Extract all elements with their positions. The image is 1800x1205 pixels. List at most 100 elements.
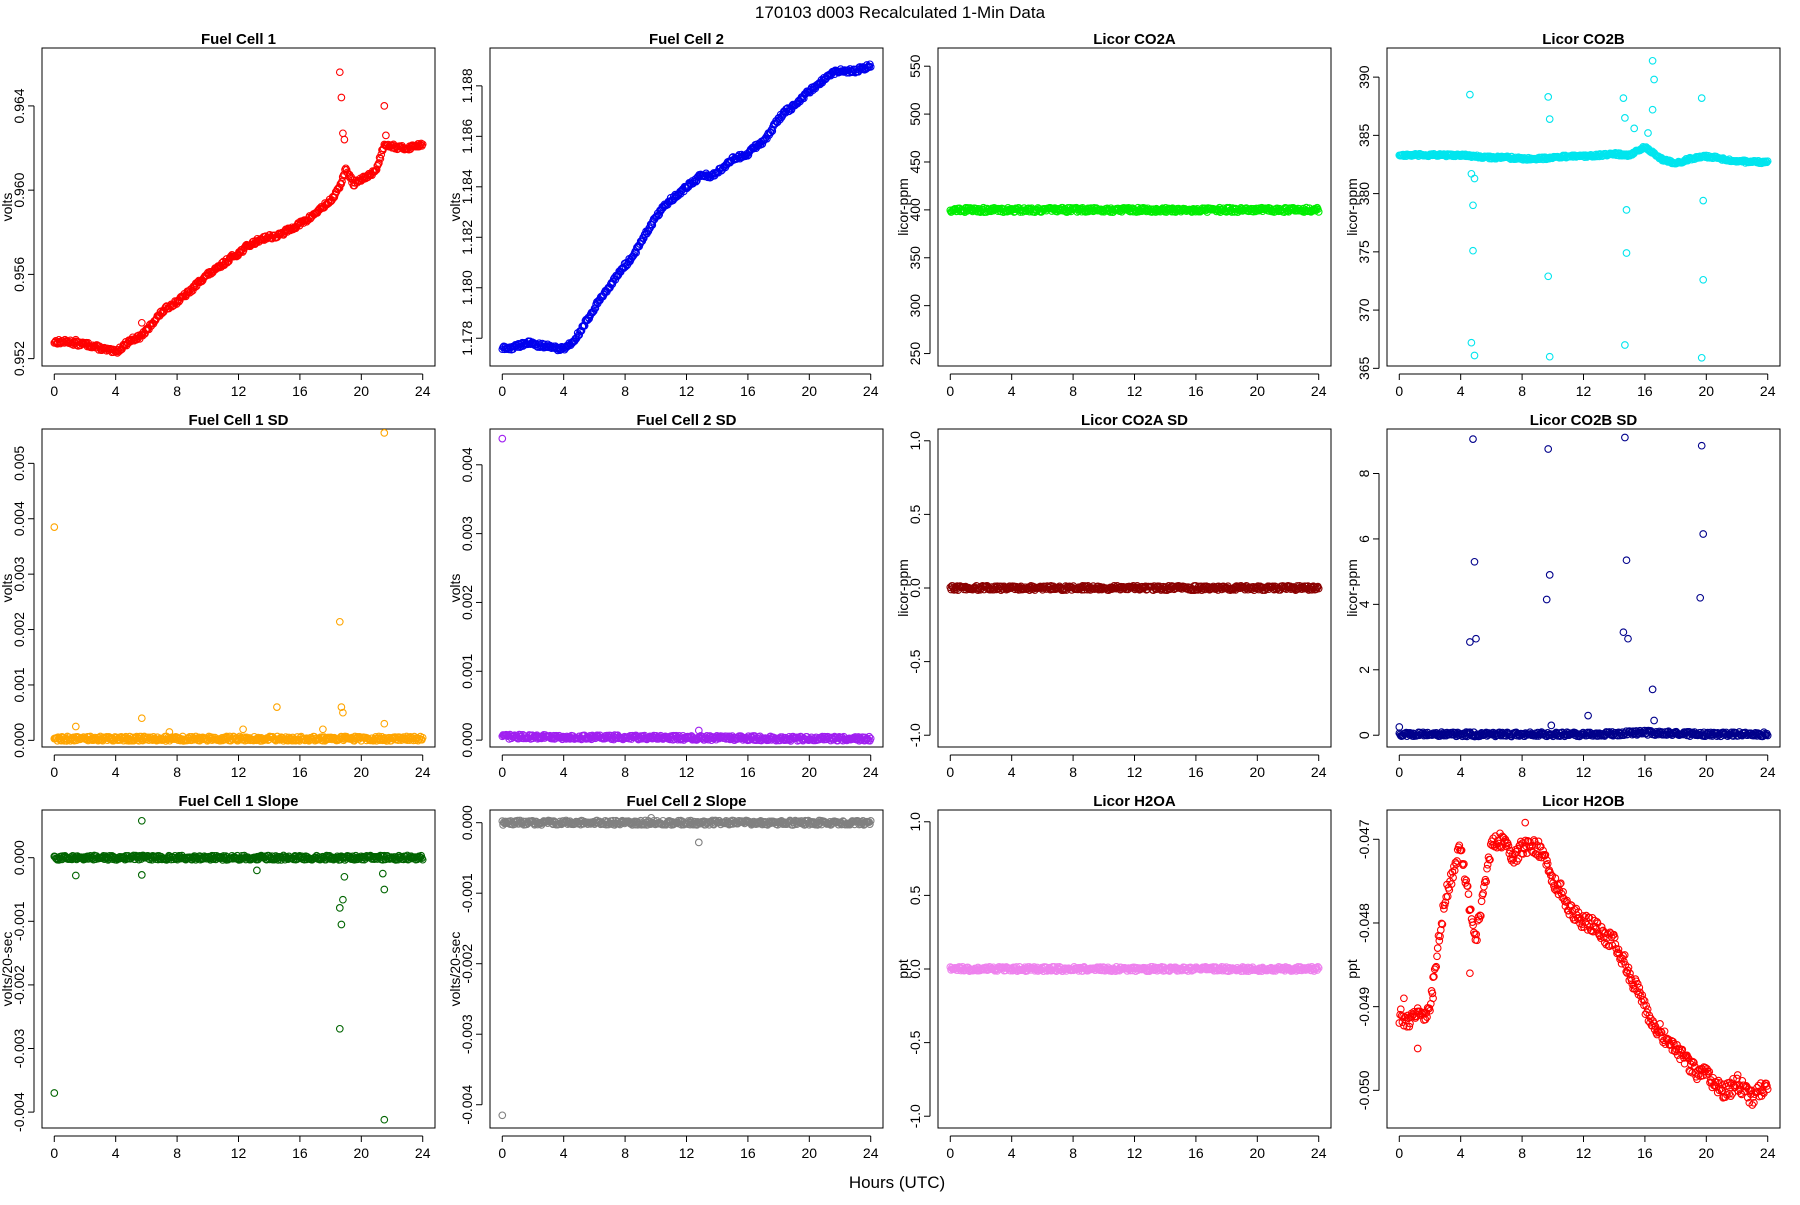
outlier-point (1471, 559, 1478, 566)
x-tick-label: 0 (50, 1145, 58, 1161)
x-tick-label: 4 (1457, 764, 1465, 780)
outlier-point (1623, 557, 1630, 564)
outlier-point (1546, 572, 1553, 579)
outlier-point (1698, 442, 1705, 449)
outlier-point (1473, 635, 1480, 642)
x-tick-label: 0 (50, 383, 58, 399)
data-points (499, 731, 874, 744)
outlier-point (341, 136, 348, 143)
outlier-point (1651, 717, 1658, 724)
y-tick-label: 0.952 (11, 341, 27, 376)
x-tick-label: 24 (863, 1145, 879, 1161)
outlier-point (1467, 639, 1474, 646)
y-tick-label: -1.0 (907, 723, 923, 747)
x-tick-label: 0 (1395, 383, 1403, 399)
panel-title: Fuel Cell 1 Slope (178, 793, 298, 810)
data-points (499, 817, 874, 828)
x-tick-label: 0 (946, 383, 954, 399)
x-tick-label: 24 (863, 383, 879, 399)
outlier-point (1470, 436, 1477, 443)
y-tick-label: 500 (907, 102, 923, 126)
outlier-point (1468, 171, 1475, 178)
outlier-point (340, 896, 347, 903)
x-tick-label: 0 (946, 764, 954, 780)
outlier-point (1467, 91, 1474, 98)
x-tick-label: 8 (1069, 383, 1077, 399)
x-tick-label: 0 (498, 764, 506, 780)
y-tick-label: 1.182 (459, 220, 475, 255)
y-tick-label: 450 (907, 150, 923, 174)
outlier-point (1470, 247, 1477, 254)
y-tick-label: 0.004 (11, 501, 27, 536)
x-tick-label: 4 (1008, 383, 1016, 399)
outlier-point (337, 619, 344, 626)
y-tick-label: 1.178 (459, 321, 475, 356)
y-tick-label: 0.003 (459, 516, 475, 551)
outlier-point (381, 103, 388, 110)
y-tick-label: -0.001 (459, 873, 475, 913)
outlier-point (1623, 207, 1630, 214)
y-tick-label: 1.186 (459, 119, 475, 154)
x-tick-label: 24 (863, 764, 879, 780)
outlier-point (499, 435, 506, 442)
x-tick-label: 12 (679, 1145, 695, 1161)
outlier-point (139, 715, 146, 722)
y-tick-label: 0 (1356, 731, 1372, 739)
plot-frame (42, 48, 435, 366)
x-tick-label: 16 (292, 383, 308, 399)
x-tick-label: 0 (50, 764, 58, 780)
outlier-point (1546, 353, 1553, 360)
y-axis-label: licor-ppm (1344, 559, 1360, 617)
y-axis-label: volts (0, 574, 15, 603)
y-tick-label: 385 (1356, 123, 1372, 147)
y-tick-label: 0.002 (11, 612, 27, 647)
y-tick-label: 0.956 (11, 257, 27, 292)
y-tick-label: 2 (1356, 666, 1372, 674)
x-tick-label: 8 (621, 383, 629, 399)
x-tick-label: 8 (173, 764, 181, 780)
x-tick-label: 0 (1395, 764, 1403, 780)
outlier-point (1631, 125, 1638, 132)
x-tick-label: 20 (354, 383, 370, 399)
outlier-point (1545, 446, 1552, 453)
x-tick-label: 8 (173, 383, 181, 399)
x-tick-label: 20 (1699, 764, 1715, 780)
x-tick-label: 4 (112, 383, 120, 399)
outlier-points (1467, 58, 1707, 362)
x-tick-label: 20 (354, 764, 370, 780)
x-tick-label: 16 (292, 764, 308, 780)
y-tick-label: 1.188 (459, 68, 475, 103)
outlier-point (341, 874, 348, 881)
outlier-point (1698, 355, 1705, 362)
y-axis-label: volts/20-sec (0, 932, 15, 1007)
x-tick-label: 12 (231, 1145, 247, 1161)
outlier-point (1700, 197, 1707, 204)
x-tick-label: 12 (1127, 764, 1143, 780)
y-tick-label: -0.004 (459, 1085, 475, 1125)
x-tick-label: 24 (1311, 764, 1327, 780)
x-tick-label: 8 (1518, 764, 1526, 780)
outlier-point (1625, 635, 1632, 642)
outlier-point (1543, 596, 1550, 603)
y-tick-label: 550 (907, 54, 923, 78)
plot-frame (490, 429, 883, 747)
plot-frame (42, 429, 435, 747)
data-points (499, 61, 874, 354)
y-tick-label: 370 (1356, 298, 1372, 322)
x-tick-label: 16 (1637, 764, 1653, 780)
panel-title: Fuel Cell 2 (649, 31, 724, 48)
outlier-point (320, 726, 327, 733)
outlier-point (1700, 531, 1707, 538)
y-axis-label: licor-ppm (1344, 178, 1360, 236)
data-points (51, 733, 426, 744)
y-tick-label: 0.964 (11, 88, 27, 123)
outlier-point (338, 94, 345, 101)
y-tick-label: 350 (907, 246, 923, 270)
outlier-point (51, 524, 58, 531)
